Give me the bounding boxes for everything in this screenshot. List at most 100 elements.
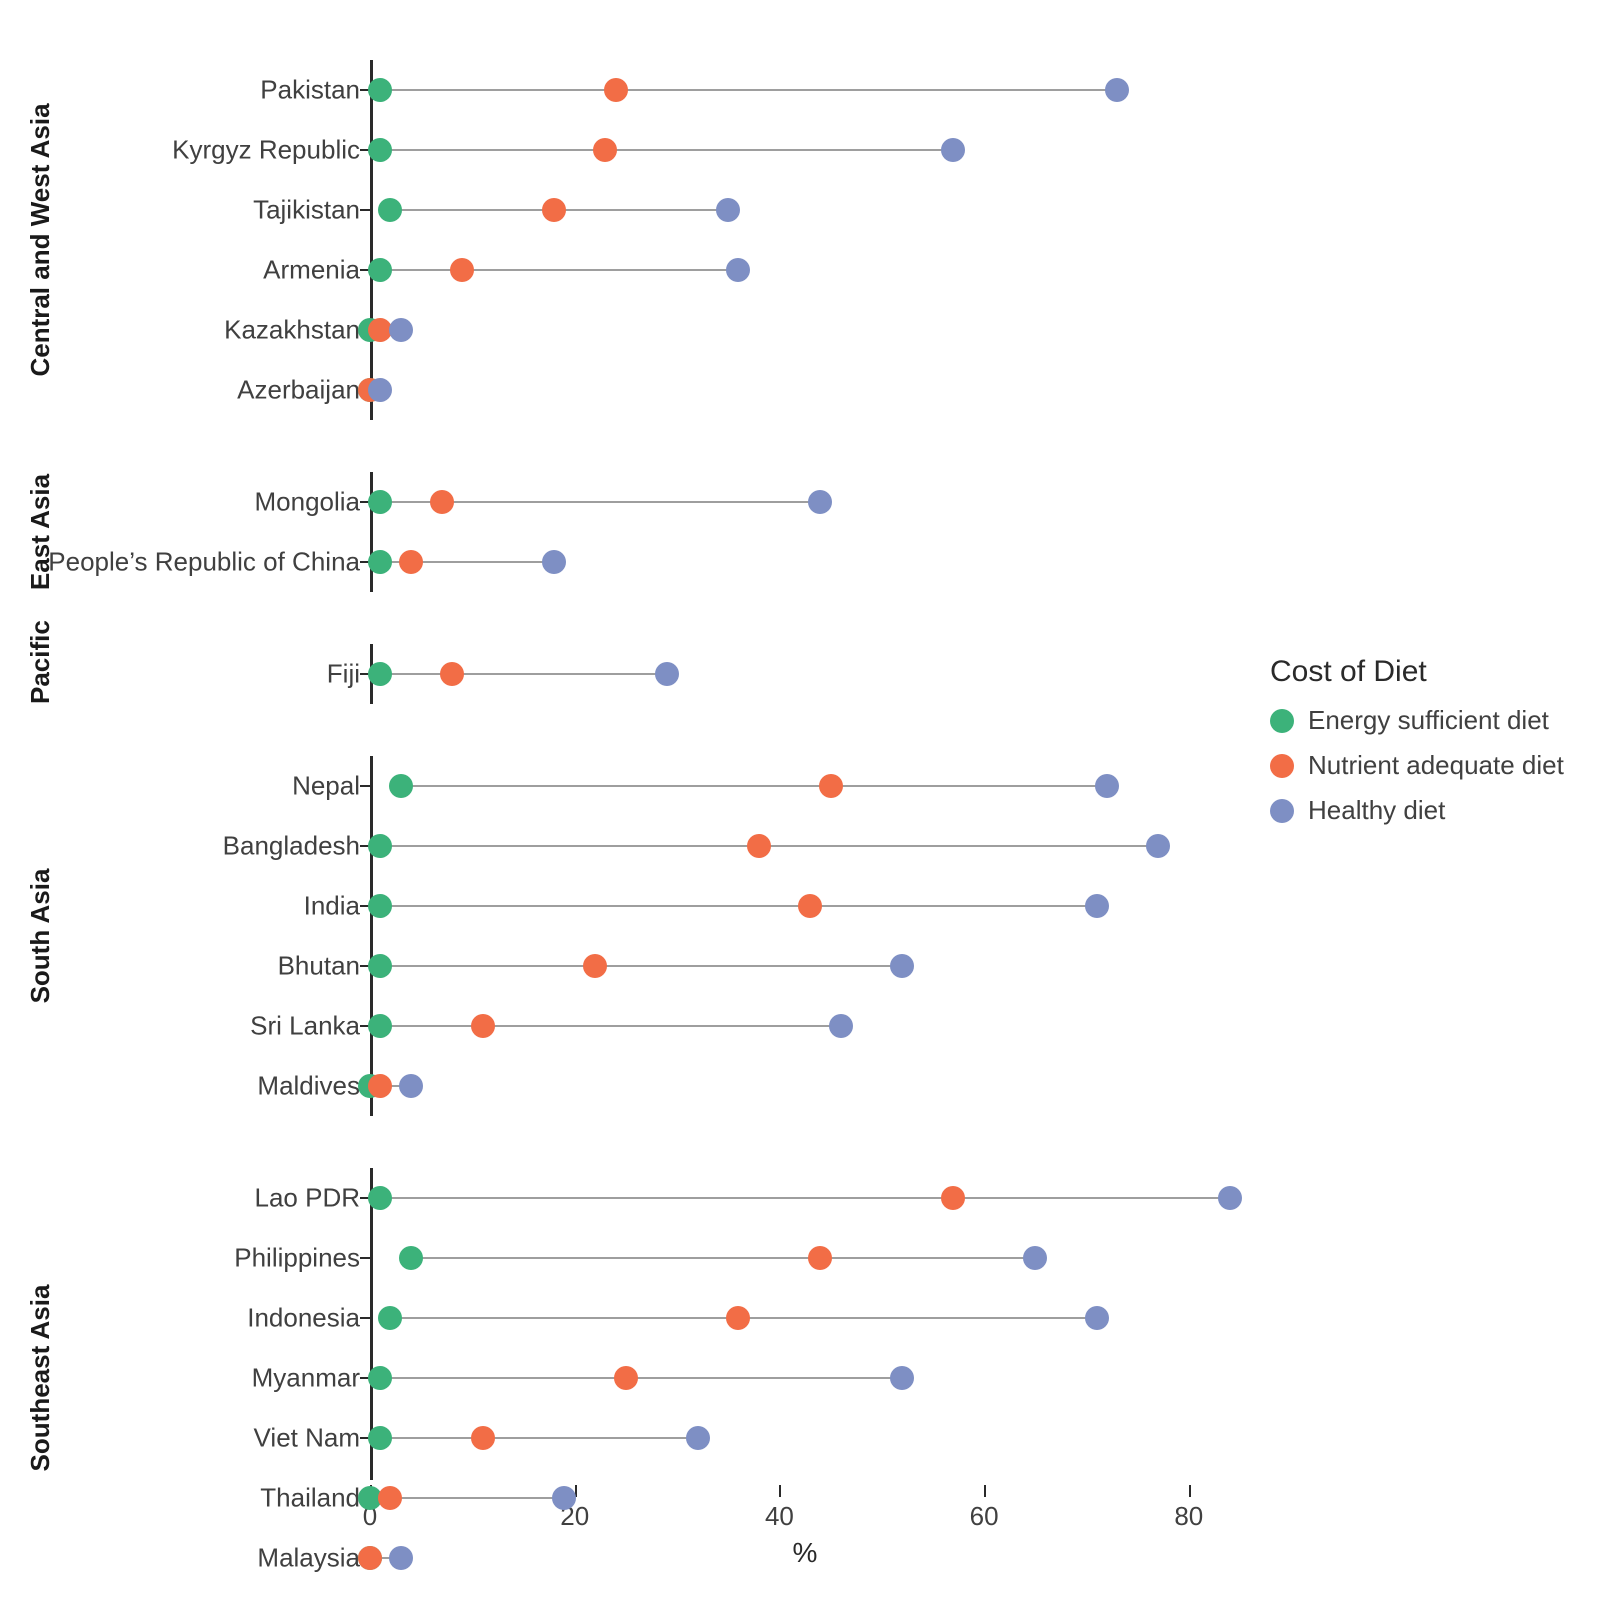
country-label: Bangladesh (45, 831, 360, 862)
country-row: Lao PDR (0, 1168, 1240, 1228)
country-row: Sri Lanka (0, 996, 1240, 1056)
legend-label: Healthy diet (1308, 795, 1445, 826)
country-row: Bangladesh (0, 816, 1240, 876)
nutrient-marker (583, 954, 607, 978)
country-row: Viet Nam (0, 1408, 1240, 1468)
country-label: Thailand (45, 1483, 360, 1514)
nutrient-marker (941, 1186, 965, 1210)
facet-gap (367, 592, 373, 644)
range-connector (380, 673, 667, 675)
energy-marker (368, 1186, 392, 1210)
country-label: Philippines (45, 1243, 360, 1274)
country-label: Maldives (45, 1071, 360, 1102)
nutrient-marker (726, 1306, 750, 1330)
country-row: Armenia (0, 240, 1240, 300)
facet-gap (367, 420, 373, 472)
country-row: Kazakhstan (0, 300, 1240, 360)
country-label: Bhutan (45, 951, 360, 982)
healthy-marker (829, 1014, 853, 1038)
facet-gap (367, 704, 373, 756)
country-row: Maldives (0, 1056, 1240, 1116)
energy-marker (368, 1366, 392, 1390)
healthy-marker (1218, 1186, 1242, 1210)
chart-root: { "chart": { "type": "dot-range", "x_tit… (0, 0, 1600, 1600)
country-label: People’s Republic of China (45, 547, 360, 578)
country-row: Tajikistan (0, 180, 1240, 240)
range-connector (380, 89, 1117, 91)
range-connector (380, 1437, 697, 1439)
healthy-marker (655, 662, 679, 686)
nutrient-marker (819, 774, 843, 798)
healthy-marker (941, 138, 965, 162)
energy-marker (368, 258, 392, 282)
country-label: India (45, 891, 360, 922)
country-row: Kyrgyz Republic (0, 120, 1240, 180)
country-label: Azerbaijan (45, 375, 360, 406)
country-label: Kazakhstan (45, 315, 360, 346)
country-label: Sri Lanka (45, 1011, 360, 1042)
legend-title: Cost of Diet (1270, 655, 1590, 689)
facet: East AsiaMongoliaPeople’s Republic of Ch… (0, 472, 1240, 592)
nutrient-marker (450, 258, 474, 282)
country-label: Nepal (45, 771, 360, 802)
country-row: Philippines (0, 1228, 1240, 1288)
country-row: India (0, 876, 1240, 936)
nutrient-marker (358, 1546, 382, 1570)
healthy-marker (1085, 894, 1109, 918)
country-label: Tajikistan (45, 195, 360, 226)
facet: PacificFiji (0, 644, 1240, 704)
country-label: Viet Nam (45, 1423, 360, 1454)
country-label: Pakistan (45, 75, 360, 106)
healthy-marker (389, 318, 413, 342)
energy-marker (368, 834, 392, 858)
healthy-marker (1146, 834, 1170, 858)
nutrient-marker (378, 1486, 402, 1510)
country-row: Azerbaijan (0, 360, 1240, 420)
legend: Cost of Diet Energy sufficient diet Nutri… (1270, 655, 1590, 840)
country-label: Kyrgyz Republic (45, 135, 360, 166)
nutrient-marker (798, 894, 822, 918)
healthy-marker (368, 378, 392, 402)
nutrient-marker (368, 1074, 392, 1098)
facet-gap (367, 1116, 373, 1168)
legend-item: Nutrient adequate diet (1270, 750, 1590, 781)
range-connector (380, 149, 953, 151)
nutrient-marker (471, 1014, 495, 1038)
country-label: Indonesia (45, 1303, 360, 1334)
healthy-marker (890, 1366, 914, 1390)
country-label: Lao PDR (45, 1183, 360, 1214)
healthy-marker (808, 490, 832, 514)
healthy-marker (399, 1074, 423, 1098)
energy-marker (378, 198, 402, 222)
energy-marker (368, 1426, 392, 1450)
nutrient-swatch (1270, 754, 1294, 778)
healthy-swatch (1270, 799, 1294, 823)
energy-marker (368, 662, 392, 686)
energy-marker (378, 1306, 402, 1330)
healthy-marker (726, 258, 750, 282)
nutrient-marker (604, 78, 628, 102)
range-connector (380, 1025, 841, 1027)
range-connector (380, 965, 902, 967)
range-connector (380, 905, 1096, 907)
nutrient-marker (471, 1426, 495, 1450)
legend-label: Energy sufficient diet (1308, 705, 1549, 736)
country-row: People’s Republic of China (0, 532, 1240, 592)
energy-marker (399, 1246, 423, 1270)
energy-marker (368, 954, 392, 978)
healthy-marker (542, 550, 566, 574)
country-label: Fiji (45, 659, 360, 690)
country-label: Armenia (45, 255, 360, 286)
y-tick (360, 1317, 370, 1319)
y-tick (360, 1257, 370, 1259)
range-connector (411, 1257, 1035, 1259)
country-row: Mongolia (0, 472, 1240, 532)
facet: South AsiaNepalBangladeshIndiaBhutanSri … (0, 756, 1240, 1116)
nutrient-marker (614, 1366, 638, 1390)
energy-marker (368, 490, 392, 514)
nutrient-marker (440, 662, 464, 686)
nutrient-marker (542, 198, 566, 222)
country-label: Malaysia (45, 1543, 360, 1574)
range-connector (380, 1377, 902, 1379)
healthy-marker (716, 198, 740, 222)
